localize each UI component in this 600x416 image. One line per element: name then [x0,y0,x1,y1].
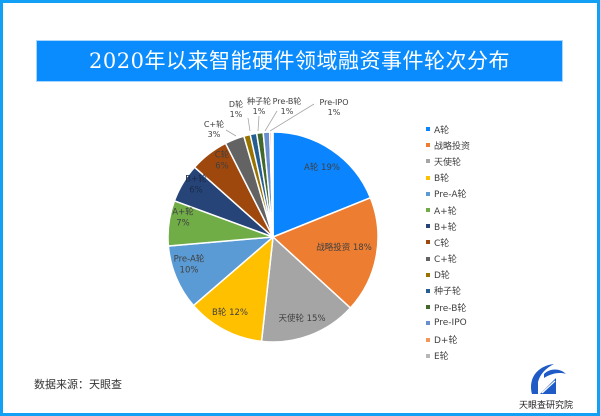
legend-label: Pre-A轮 [434,190,467,201]
legend-item: B+轮 [426,218,470,234]
legend-label: D+轮 [434,336,458,347]
chart-title: 2020年以来智能硬件领域融资事件轮次分布 [36,40,563,82]
slice-label: Pre-B轮 [273,96,302,106]
legend-swatch [426,208,430,213]
legend-swatch [426,224,430,229]
slice-label: 1% [253,107,266,116]
slice-label: 天使轮 15% [278,313,325,324]
legend-item: 战略投资 [426,137,470,153]
leader-line [269,103,315,132]
slice-label: 1% [328,108,341,117]
legend-item: A轮 [426,121,470,137]
legend-swatch [426,143,430,148]
legend-label: C轮 [434,238,450,249]
leader-line [247,117,251,132]
legend-label: Pre-IPO [434,318,467,329]
slice-label: 种子轮 [247,96,271,106]
legend-item: B轮 [426,170,470,186]
leader-line [264,110,278,132]
legend-label: B轮 [434,174,450,185]
logo-text: 天眼查研究院 [518,401,573,411]
legend-item: C+轮 [426,251,470,267]
slice-label: 战略投资 18% [316,242,372,253]
legend-swatch [426,305,430,310]
legend-label: Pre-B轮 [434,303,467,314]
slice-label: 10% [180,266,199,276]
legend-label: C+轮 [434,255,457,266]
slice-label: 6% [215,162,229,172]
slice-label: 1% [230,110,243,119]
pie-slice [270,131,274,238]
chart-legend: A轮战略投资天使轮 B轮 Pre-A轮 A+轮 B+轮 C轮 C+轮 D轮种子轮 Pre-B轮 P… [426,121,470,364]
legend-label: 天使轮 [434,157,462,168]
slice-label: 7% [176,219,190,229]
legend-item: A+轮 [426,202,470,218]
pie-slice [260,235,352,343]
legend-swatch [426,353,430,358]
legend-label: 战略投资 [434,141,471,152]
legend-label: A+轮 [434,206,457,217]
slice-label: C轮 [215,150,230,161]
legend-item: D轮 [426,267,470,283]
slice-label: D轮 [229,99,243,109]
pie-slice [272,131,372,239]
legend-label: E轮 [434,352,449,363]
legend-label: 种子轮 [434,287,462,298]
legend-item: 种子轮 [426,283,470,299]
slice-label: C+轮 [204,119,224,129]
tianyancha-logo-icon [530,364,566,394]
legend-swatch [426,321,430,326]
leader-line [257,115,260,132]
legend-swatch [426,175,430,180]
legend-swatch [426,127,430,132]
legend-item: D+轮 [426,331,470,347]
legend-swatch [426,191,430,196]
legend-item: Pre-B轮 [426,299,470,315]
slice-label: 1% [281,107,294,116]
legend-swatch [426,272,430,277]
slice-label: B+轮 [185,174,207,185]
slice-label: 6% [189,186,203,196]
slice-label: 3% [208,130,221,139]
legend-item: Pre-IPO [426,315,470,331]
legend-swatch [426,240,430,245]
legend-swatch [426,256,430,261]
legend-item: C轮 [426,234,470,250]
slice-label: Pre-A轮 [174,254,205,265]
leader-line [225,129,237,137]
legend-swatch [426,337,430,342]
slice-label: A轮 19% [304,162,340,173]
pie-slice [271,196,379,310]
legend-label: B+轮 [434,222,457,233]
slice-label: A+轮 [172,207,194,218]
legend-item: Pre-A轮 [426,186,470,202]
slice-label: B轮 12% [212,307,248,318]
legend-item: 天使轮 [426,153,470,169]
legend-swatch [426,288,430,293]
pie-slice [192,235,274,343]
legend-label: D轮 [434,271,450,282]
tianyancha-logo: 天眼查研究院 [510,360,580,411]
legend-item: E轮 [426,348,470,364]
legend-swatch [426,159,430,164]
legend-label: A轮 [434,125,450,136]
slice-label: Pre-IPO [319,98,348,107]
data-source-note: 数据来源：天眼查 [34,378,122,391]
